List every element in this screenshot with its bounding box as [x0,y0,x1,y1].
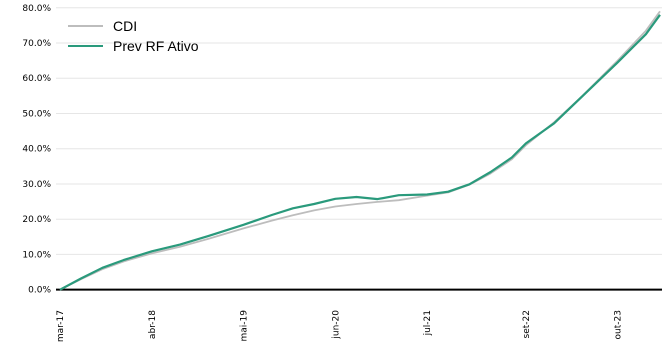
legend-label-cdi: CDI [113,18,137,34]
x-tick-label: set-22 [522,310,532,338]
y-tick-label: 0.0% [28,286,51,296]
x-tick-label: out-23 [614,310,624,339]
series-line-prev-rf-ativo [59,14,661,291]
y-tick-label: 40.0% [22,145,51,155]
x-tick-label: mar-17 [56,310,66,342]
y-tick-label: 80.0% [22,4,51,14]
y-tick-label: 60.0% [22,74,51,84]
x-axis-tick-labels: mar-17 abr-18 mai-19 jun-20 jul-21 set-22 out-… [56,310,624,342]
x-tick-label: jul-21 [423,310,433,336]
y-tick-label: 50.0% [22,109,51,119]
y-tick-label: 30.0% [22,180,51,190]
legend: CDI Prev RF Ativo [68,18,199,54]
x-tick-label: mai-19 [240,310,250,342]
legend-label-prev-rf-ativo: Prev RF Ativo [113,38,199,54]
x-tick-label: abr-18 [148,310,158,339]
series-lines [59,10,661,291]
y-tick-label: 70.0% [22,39,51,49]
y-axis-tick-labels: 0.0% 10.0% 20.0% 30.0% 40.0% 50.0% 60.0% 70.0% 8… [22,4,51,296]
y-tick-label: 10.0% [22,250,51,260]
gridlines [56,7,662,255]
y-tick-label: 20.0% [22,215,51,225]
x-tick-label: jun-20 [331,310,341,340]
